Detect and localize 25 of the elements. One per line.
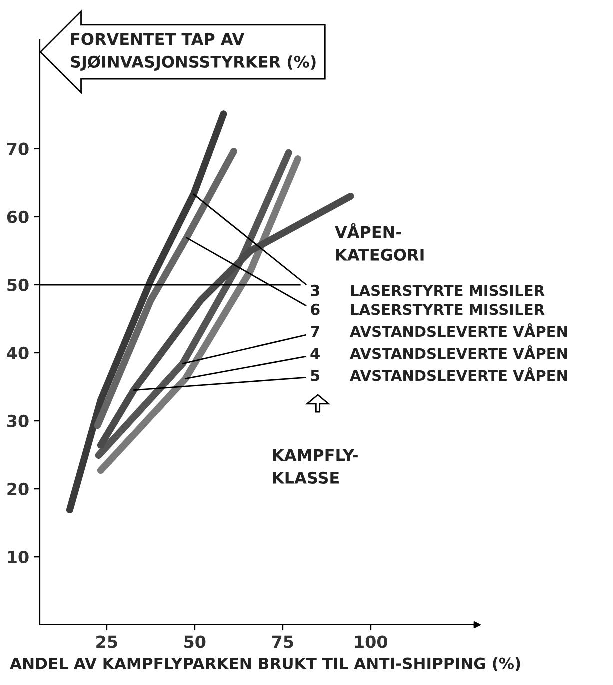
annotation: VÅPEN- KATEGORI <box>335 223 424 262</box>
y-tick-label: 40 <box>7 346 29 360</box>
y-tick-label: 70 <box>8 142 29 156</box>
x-tick-label: 50 <box>184 636 206 648</box>
y-tick-label: 60 <box>7 210 29 224</box>
annotation: 6 <box>310 304 320 316</box>
annotation: AVSTANDSLEVERTE VÅPEN <box>350 323 568 338</box>
y-tick-label: 30 <box>8 414 29 428</box>
y-tick-label: 10 <box>8 550 29 564</box>
y-tick-label: 50 <box>8 278 29 292</box>
x-axis-title: ANDEL AV KAMPFLYPARKEN BRUKT TIL ANTI-SHIPPING (%) <box>10 657 520 672</box>
annotation: AVSTANDSLEVERTE VÅPEN <box>350 367 568 382</box>
annotation: 4 <box>310 348 320 360</box>
annotation: KAMPFLY- KLASSE <box>273 449 358 484</box>
annotation: LASERSTYRTE MISSILER <box>351 285 545 296</box>
annotation: 7 <box>311 326 320 338</box>
annotation: 5 <box>311 370 320 382</box>
annotation: LASERSTYRTE MISSILER <box>351 304 545 316</box>
x-tick-label: 25 <box>96 636 118 648</box>
annotation: 3 <box>311 284 320 296</box>
y-tick-label: 20 <box>8 482 29 496</box>
x-tick-label: 75 <box>272 636 294 648</box>
annotation: AVSTANDSLEVERTE VÅPEN <box>350 345 568 360</box>
x-tick-label: 100 <box>355 636 388 648</box>
y-axis-title: FORVENTET TAP AV SJØINVASJONSSTYRKER (%) <box>71 33 316 71</box>
